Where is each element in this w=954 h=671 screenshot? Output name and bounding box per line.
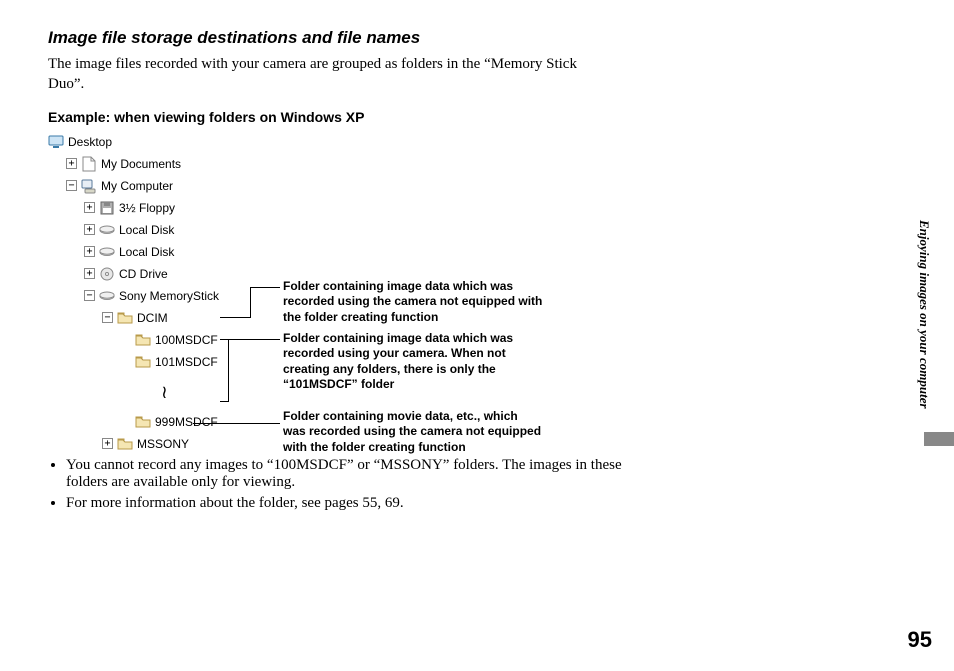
tree-label: My Documents [101,158,181,170]
tree-label: 999MSDCF [155,416,218,428]
folder-icon [117,436,133,452]
ellipsis-icon: ≀ [155,383,168,401]
tree-label: My Computer [101,180,173,192]
disk-icon [99,244,115,260]
desktop-icon [48,134,64,150]
side-tab-label: Enjoying images on your computer [916,220,932,409]
tree-diagram: Desktop + My Documents − My Computer + [48,131,884,451]
annotation-3: Folder containing movie data, etc., whic… [283,409,543,456]
tree-label: 100MSDCF [155,334,218,346]
folder-icon [135,414,151,430]
tree-node-localdisk: + Local Disk [48,241,884,263]
expander-icon: + [84,224,95,235]
tree-label: Desktop [68,136,112,148]
computer-icon [81,178,97,194]
cd-icon [99,266,115,282]
floppy-icon [99,200,115,216]
side-tab-mark [924,432,954,446]
expander-icon: − [102,312,113,323]
documents-icon [81,156,97,172]
folder-icon [135,332,151,348]
annotation-2: Folder containing image data which was r… [283,331,543,393]
expander-icon: − [84,290,95,301]
bullet-item: For more information about the folder, s… [66,495,626,512]
disk-icon [99,222,115,238]
tree-node-floppy: + 3½ Floppy [48,197,884,219]
expander-icon: + [84,202,95,213]
tree-label: CD Drive [119,268,168,280]
tree-node-mycomputer: − My Computer [48,175,884,197]
expander-icon: + [102,438,113,449]
tree-label: Sony MemoryStick [119,290,219,302]
page-number: 95 [908,627,932,653]
intro-text: The image files recorded with your camer… [48,54,598,95]
section-title: Image file storage destinations and file… [48,28,884,48]
tree-label: Local Disk [119,246,174,258]
tree-label: 101MSDCF [155,356,218,368]
tree-label: DCIM [137,312,168,324]
expander-icon: + [66,158,77,169]
disk-icon [99,288,115,304]
tree-node-localdisk: + Local Disk [48,219,884,241]
bullet-item: You cannot record any images to “100MSDC… [66,457,626,491]
bullet-list: You cannot record any images to “100MSDC… [48,457,626,512]
folder-icon [135,354,151,370]
tree-node-mydocuments: + My Documents [48,153,884,175]
tree-label: MSSONY [137,438,189,450]
example-label: Example: when viewing folders on Windows… [48,109,884,125]
expander-icon: + [84,268,95,279]
annotation-1: Folder containing image data which was r… [283,279,543,326]
expander-icon: + [84,246,95,257]
tree-label: Local Disk [119,224,174,236]
folder-icon [117,310,133,326]
tree-node-desktop: Desktop [48,131,884,153]
tree-label: 3½ Floppy [119,202,175,214]
expander-icon: − [66,180,77,191]
